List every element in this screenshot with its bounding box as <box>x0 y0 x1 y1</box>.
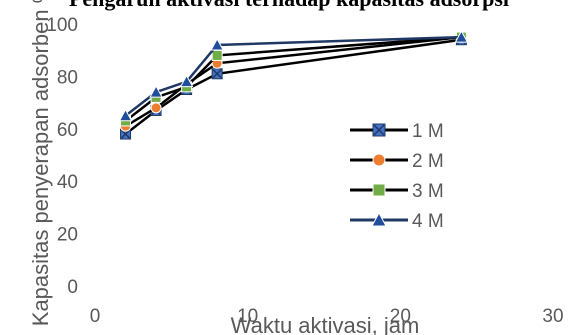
data-point <box>372 123 386 137</box>
series-line <box>124 35 462 122</box>
x-axis-title: Waktu aktivasi, jam <box>231 313 420 335</box>
y-tick-label: 80 <box>57 67 78 88</box>
legend-item: 4 M <box>350 211 444 232</box>
legend-label: 2 M <box>412 151 444 172</box>
data-point <box>118 108 133 122</box>
x-tick-label: 10 <box>237 306 258 327</box>
data-point <box>372 153 386 167</box>
data-point <box>149 85 163 98</box>
legend-item: 3 M <box>350 181 444 202</box>
series-4-m <box>118 30 469 122</box>
legend-item: 1 M <box>350 121 444 142</box>
data-point <box>211 49 223 61</box>
data-point <box>211 68 223 80</box>
legend-label: 1 M <box>412 121 444 142</box>
x-axis-ticks: 0 10 20 30 <box>90 306 564 327</box>
y-tick-label: 100 <box>46 15 78 36</box>
data-point <box>371 211 387 227</box>
legend-label: 4 M <box>412 211 444 232</box>
data-point <box>210 37 224 51</box>
y-axis-title: Kapasitas penyerapan adsorben % <box>28 0 53 326</box>
data-point <box>150 102 162 114</box>
series-layer <box>118 30 469 140</box>
data-point <box>179 74 194 88</box>
data-point <box>372 183 386 197</box>
y-tick-label: 0 <box>67 277 78 298</box>
legend-label: 3 M <box>412 181 444 202</box>
x-tick-label: 20 <box>390 306 411 327</box>
y-tick-label: 60 <box>57 120 78 141</box>
legend-item: 2 M <box>350 151 444 172</box>
chart-title: Pengaruh aktivasi terhadap kapasitas ads… <box>69 0 509 11</box>
y-tick-label: 40 <box>57 172 78 193</box>
y-tick-label: 20 <box>57 225 78 246</box>
legend: 1 M 2 M 3 M 4 M <box>350 121 444 232</box>
y-axis-ticks: 0 20 40 60 80 100 <box>46 15 78 298</box>
x-tick-label: 0 <box>90 306 101 327</box>
x-tick-label: 30 <box>542 306 563 327</box>
data-point <box>454 30 469 43</box>
